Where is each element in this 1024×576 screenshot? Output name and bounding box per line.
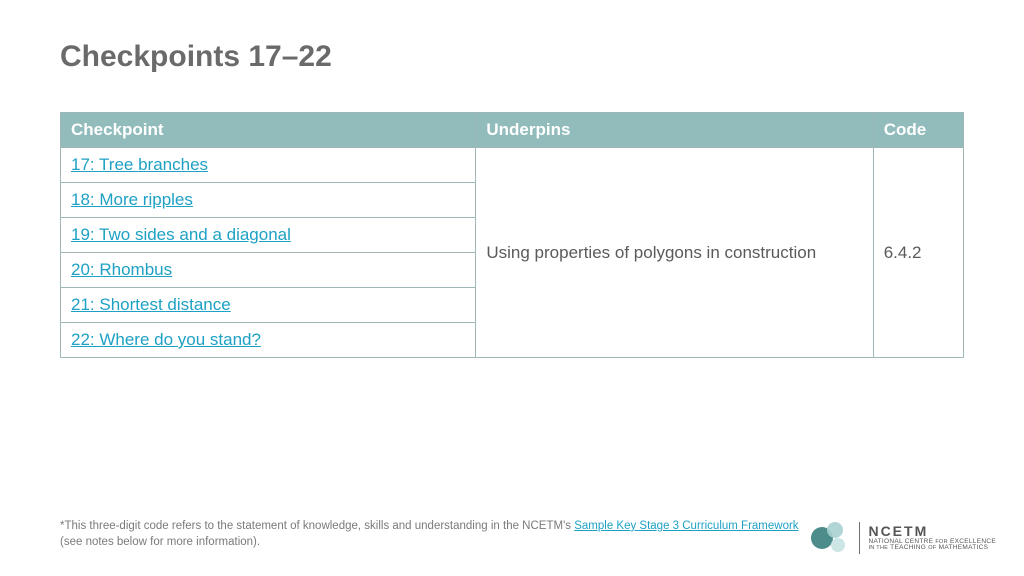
checkpoint-cell: 21: Shortest distance xyxy=(61,288,476,323)
table-header-row: Checkpoint Underpins Code xyxy=(61,113,964,148)
footnote-suffix: (see notes below for more information). xyxy=(60,536,260,548)
page-title: Checkpoints 17–22 xyxy=(60,40,964,74)
logo-text: NCETM NATIONAL CENTRE FOR EXCELLENCEIN T… xyxy=(868,524,996,552)
checkpoints-table: Checkpoint Underpins Code 17: Tree branc… xyxy=(60,112,964,358)
checkpoint-cell: 22: Where do you stand? xyxy=(61,323,476,358)
checkpoint-link-22[interactable]: 22: Where do you stand? xyxy=(71,330,261,349)
logo-name: NCETM xyxy=(868,524,996,539)
footnote: *This three-digit code refers to the sta… xyxy=(60,518,824,550)
checkpoint-cell: 20: Rhombus xyxy=(61,253,476,288)
col-header-code: Code xyxy=(873,113,963,148)
checkpoint-link-18[interactable]: 18: More ripples xyxy=(71,190,193,209)
slide-container: Checkpoints 17–22 Checkpoint Underpins C… xyxy=(0,0,1024,576)
checkpoint-link-17[interactable]: 17: Tree branches xyxy=(71,155,208,174)
checkpoint-link-21[interactable]: 21: Shortest distance xyxy=(71,295,231,314)
checkpoint-link-20[interactable]: 20: Rhombus xyxy=(71,260,172,279)
logo-subtitle: NATIONAL CENTRE FOR EXCELLENCEIN THE TEA… xyxy=(868,539,996,553)
ncetm-logo: NCETM NATIONAL CENTRE FOR EXCELLENCEIN T… xyxy=(811,522,996,554)
checkpoint-cell: 17: Tree branches xyxy=(61,148,476,183)
logo-divider xyxy=(859,522,860,554)
footnote-link[interactable]: Sample Key Stage 3 Curriculum Framework xyxy=(574,520,798,532)
checkpoint-link-19[interactable]: 19: Two sides and a diagonal xyxy=(71,225,291,244)
code-cell: 6.4.2 xyxy=(873,148,963,358)
col-header-checkpoint: Checkpoint xyxy=(61,113,476,148)
checkpoint-cell: 18: More ripples xyxy=(61,183,476,218)
checkpoint-cell: 19: Two sides and a diagonal xyxy=(61,218,476,253)
col-header-underpins: Underpins xyxy=(476,113,873,148)
logo-mark-icon xyxy=(811,522,851,554)
footnote-prefix: *This three-digit code refers to the sta… xyxy=(60,520,574,532)
table-row: 17: Tree branches Using properties of po… xyxy=(61,148,964,183)
underpins-cell: Using properties of polygons in construc… xyxy=(476,148,873,358)
